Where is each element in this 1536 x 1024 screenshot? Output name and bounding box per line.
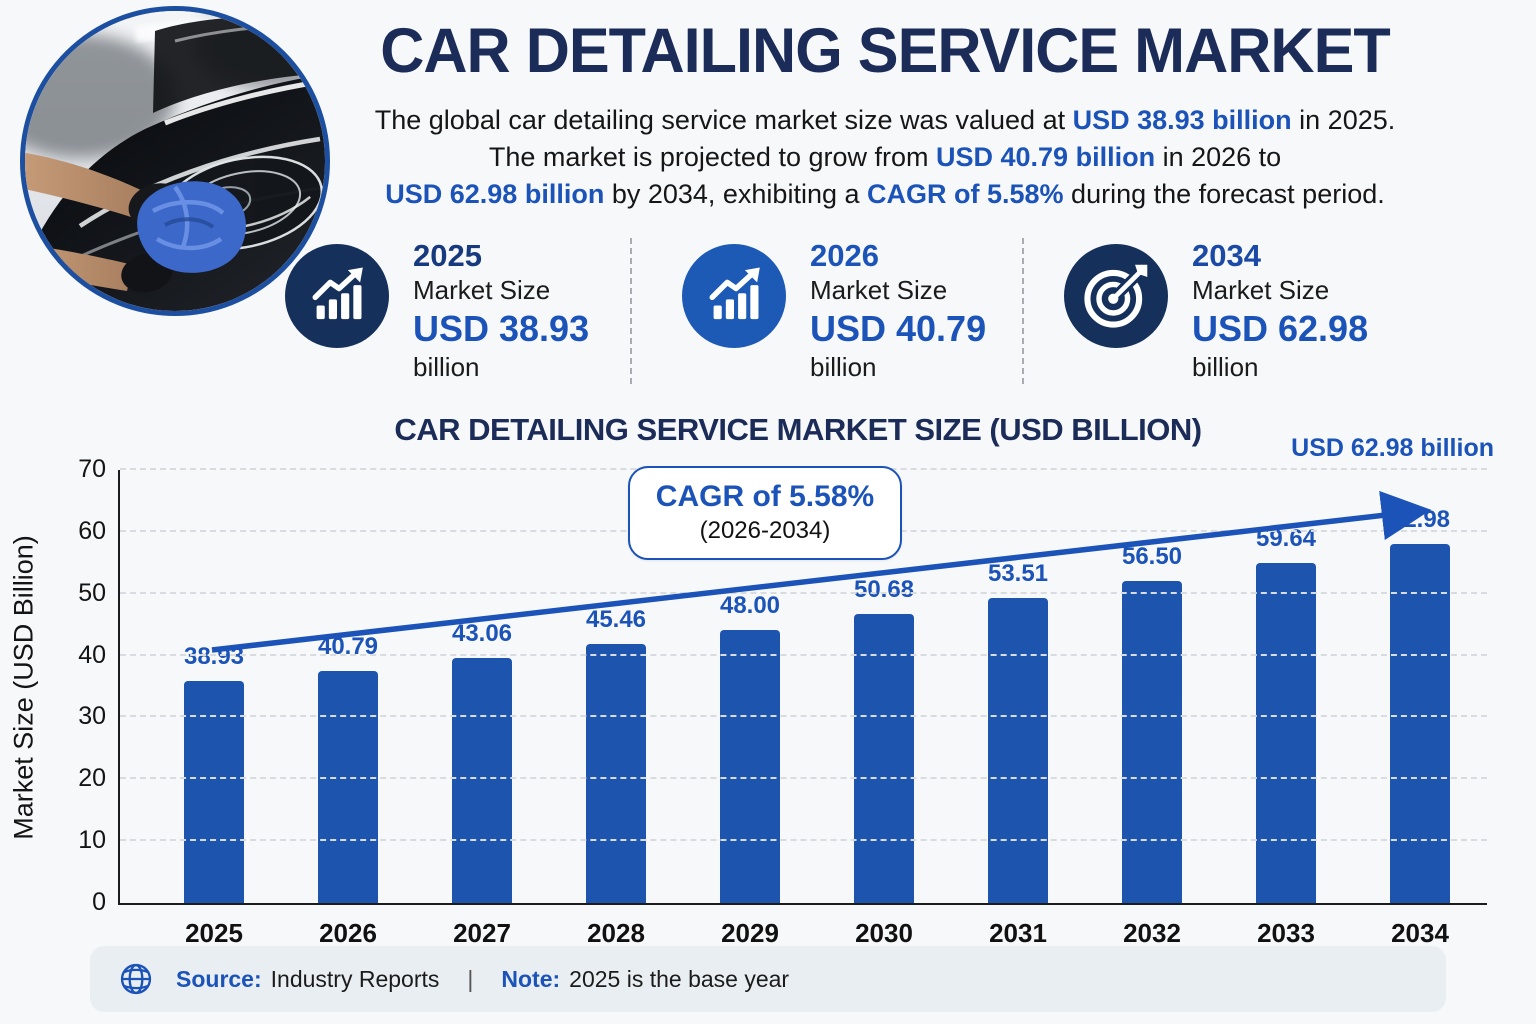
stat-unit: billion [413,352,480,382]
stat-unit: billion [1192,352,1259,382]
y-tick-label: 40 [78,640,106,669]
bar-group: 62.98 2034 [1353,470,1487,948]
stat-label: Market Size [413,275,551,305]
x-axis-year-label: 2034 [1391,918,1449,948]
bar [586,644,646,903]
bar [854,614,914,903]
stat-value: USD 38.93 [413,308,590,349]
bar-value-label: 53.51 [987,560,1049,588]
microfiber-cloth [137,181,246,273]
bar-row: 38.93 2025 40.79 2026 43.06 2027 45.46 2… [147,470,1487,948]
bar [1390,544,1450,903]
note-value: 2025 is the base year [569,965,790,992]
x-axis-year-label: 2028 [587,918,645,948]
stat-label: Market Size [1192,275,1330,305]
stat-card-2034: 2034 Market Size USD 62.98 billion [1022,238,1369,384]
footer-bar: Source: Industry Reports | Note: 2025 is… [90,946,1446,1012]
note-label: Note: [501,965,561,992]
y-tick-label: 70 [78,455,106,483]
detailer-arm-upper [25,152,143,217]
gridline [120,839,1487,842]
x-axis-year-label: 2032 [1123,918,1181,948]
y-tick-label: 60 [78,516,106,545]
cagr-callout: CAGR of 5.58% (2026-2034) [628,466,902,560]
source-value: Industry Reports [270,965,440,992]
x-axis-year-label: 2031 [989,918,1047,948]
cagr-value: CAGR of 5.58% [655,480,875,513]
bar-chart: CAR DETAILING SERVICE MARKET SIZE (USD B… [0,400,1536,960]
bar-value-label: 45.46 [585,606,647,633]
x-axis-year-label: 2030 [855,918,913,948]
subtitle-line: USD 62.98 billion by 2034, exhibiting a … [385,179,1385,209]
source-label: Source: [176,965,262,992]
cagr-period: (2026-2034) [699,517,831,544]
footer-divider: | [467,965,474,992]
bar-group: 56.50 2032 [1085,470,1219,948]
subtitle-line: The market is projected to grow from USD… [488,142,1282,172]
stat-value: USD 62.98 [1192,308,1369,349]
bar [1256,563,1316,903]
footer-text: Source: Industry Reports | Note: 2025 is… [176,966,789,993]
bar-value-label: 43.06 [451,619,513,647]
bar-value-label: 48.00 [719,591,781,619]
bar [318,670,378,903]
subtitle: The global car detailing service market … [320,102,1450,213]
gridline [120,715,1487,718]
stat-label: Market Size [810,275,948,305]
bar-group: 38.93 2025 [147,470,281,948]
y-tick-label: 20 [78,764,106,793]
stat-card-2026: 2026 Market Size USD 40.79 billion [630,238,1022,384]
y-tick-label: 10 [78,826,106,855]
y-tick-label: 30 [78,702,106,731]
stat-unit: billion [810,352,877,382]
stat-card-2025: 2025 Market Size USD 38.93 billion [285,238,630,384]
x-axis-year-label: 2025 [185,918,243,948]
target-icon [1064,244,1168,348]
bar-value-label: 50.68 [853,576,915,604]
bar-value-label: 40.79 [317,632,379,660]
stat-cards-row: 2025 Market Size USD 38.93 billion [285,238,1369,384]
gridline [120,653,1487,656]
subtitle-line: The global car detailing service market … [374,105,1396,135]
chart-title: CAR DETAILING SERVICE MARKET SIZE (USD B… [394,412,1202,447]
stat-year: 2026 [810,238,879,273]
page-title: CAR DETAILING SERVICE MARKET [380,16,1390,86]
growth-chart-icon [682,244,786,348]
bar [988,598,1048,903]
bar-group: 50.68 2030 [817,470,951,948]
bar-value-label: 38.93 [183,643,245,671]
bar-group: 53.51 2031 [951,470,1085,948]
y-tick-label: 0 [92,888,106,916]
globe-icon [120,963,152,995]
gridline [120,777,1487,780]
x-axis-year-label: 2027 [453,918,511,948]
gridline [120,591,1487,594]
x-axis-year-label: 2033 [1257,918,1315,948]
bar-group: 40.79 2026 [281,470,415,948]
y-axis-title: Market Size (USD Billion) [8,535,39,840]
x-axis-year-label: 2026 [319,918,377,948]
bar-group: 43.06 2027 [415,470,549,948]
bar-value-label: 56.50 [1121,543,1183,571]
stat-value: USD 40.79 [810,308,987,349]
bar [720,629,780,903]
stat-year: 2025 [413,238,482,273]
background-car-blur [25,34,175,158]
endpoint-value-label: USD 62.98 billion [1291,434,1494,462]
bar [1122,581,1182,903]
car-detailing-illustration [25,11,325,311]
header: CAR DETAILING SERVICE MARKET The global … [320,14,1450,213]
bar-group: 59.64 2033 [1219,470,1353,948]
stat-year: 2034 [1192,238,1261,273]
growth-chart-icon [285,244,389,348]
bar [184,681,244,903]
x-axis-year-label: 2029 [721,918,779,948]
y-tick-label: 50 [78,578,106,607]
hero-photo-car-detailing [20,6,330,316]
bar [452,657,512,903]
